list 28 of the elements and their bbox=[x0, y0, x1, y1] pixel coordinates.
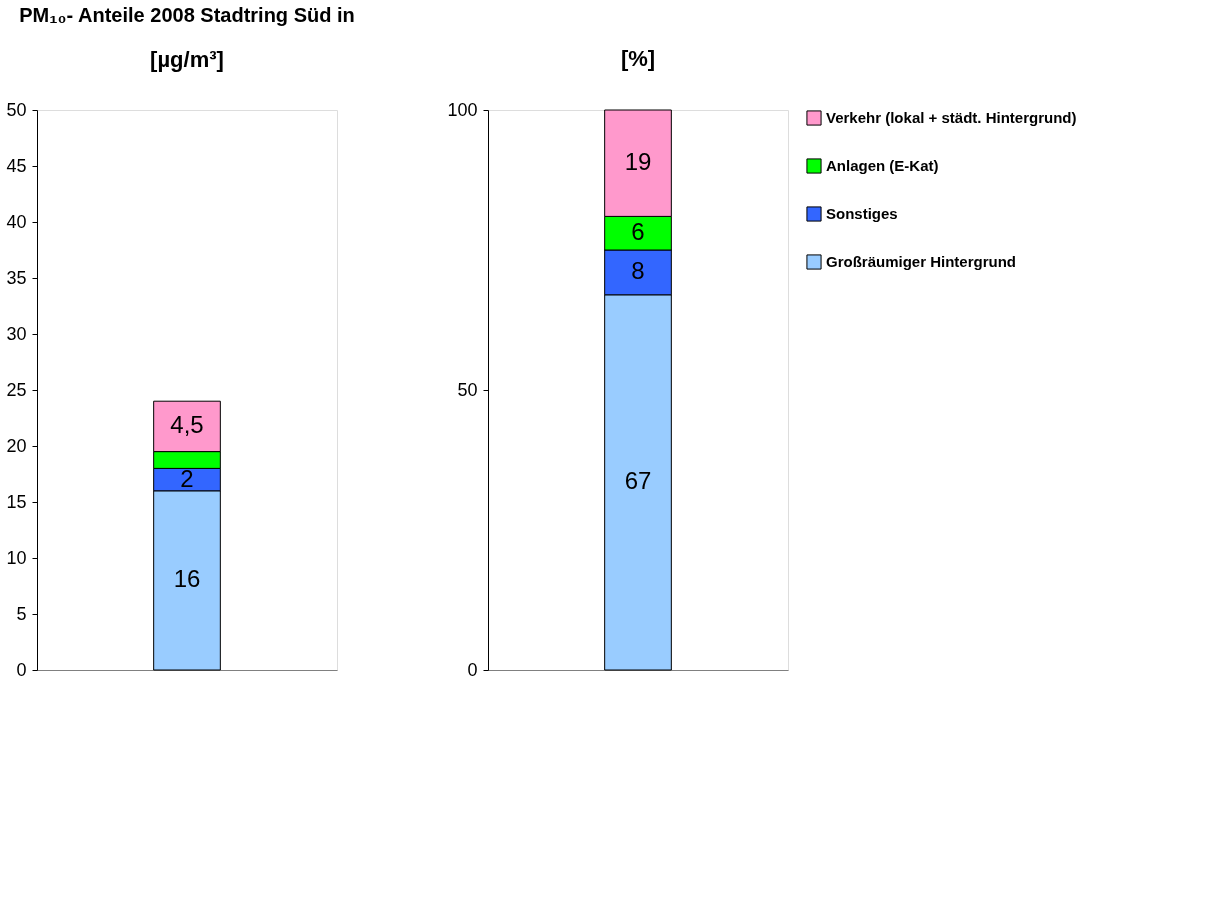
legend-label: Verkehr (lokal + städt. Hintergrund) bbox=[826, 109, 1077, 126]
data-label: 67 bbox=[624, 467, 652, 495]
y-tick-label: 40 bbox=[6, 211, 27, 232]
y-tick-label: 100 bbox=[447, 99, 478, 120]
data-label: 19 bbox=[624, 148, 652, 176]
data-label: 4,5 bbox=[170, 411, 204, 439]
chart-subtitle: [µg/m³] bbox=[150, 47, 224, 72]
data-label: 16 bbox=[173, 565, 201, 593]
y-tick-label: 10 bbox=[6, 547, 27, 568]
y-tick-label: 35 bbox=[6, 267, 27, 288]
y-tick-label: 5 bbox=[16, 603, 27, 624]
y-tick-label: 45 bbox=[6, 155, 27, 176]
y-tick-label: 30 bbox=[6, 323, 27, 344]
data-label: 2 bbox=[180, 464, 194, 492]
y-tick-label: 15 bbox=[6, 491, 27, 512]
y-tick-label: 50 bbox=[457, 379, 478, 400]
y-tick-label: 25 bbox=[6, 379, 27, 400]
legend-label: Sonstiges bbox=[826, 205, 898, 222]
y-tick-label: 50 bbox=[6, 99, 27, 120]
data-label: 8 bbox=[631, 257, 645, 285]
y-tick-label: 20 bbox=[6, 435, 27, 456]
y-tick-label: 0 bbox=[467, 659, 478, 680]
chart-subtitle: [%] bbox=[620, 46, 656, 71]
y-tick-label: 0 bbox=[16, 659, 27, 680]
legend-label: Anlagen (E-Kat) bbox=[826, 157, 939, 174]
chart-title: PM₁₀- Anteile 2008 Stadtring Süd in bbox=[19, 4, 355, 26]
legend-label: Großräumiger Hintergrund bbox=[826, 253, 1017, 270]
data-label: 6 bbox=[631, 218, 645, 246]
